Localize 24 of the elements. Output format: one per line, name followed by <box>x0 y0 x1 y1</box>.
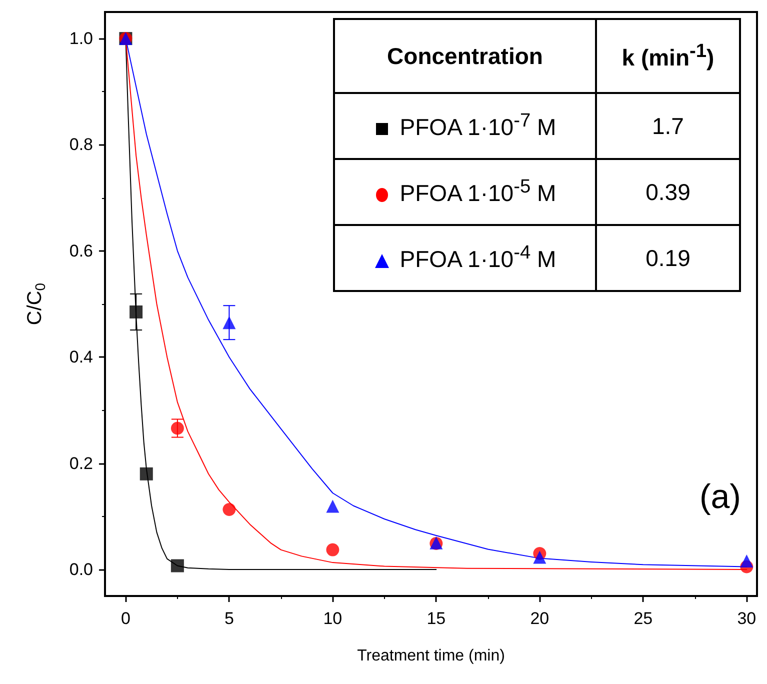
x-tick-label: 5 <box>224 609 234 628</box>
annotation: (a) <box>699 478 741 517</box>
annotation: 1.7 <box>596 93 740 159</box>
y-tick-label: 0.0 <box>69 560 93 579</box>
x-tick-label: 20 <box>530 609 550 628</box>
y-axis-title: C/C0 <box>24 282 48 326</box>
x-tick-label: 10 <box>323 609 342 628</box>
y-tick-label: 0.8 <box>69 135 93 154</box>
x-tick-label: 15 <box>426 609 446 628</box>
x-tick-label: 0 <box>120 609 130 628</box>
annotation: 0.39 <box>596 159 740 225</box>
y-tick-label: 1.0 <box>69 29 93 48</box>
legend-label: PFOA 1·10$^{-7}$ M <box>400 110 556 140</box>
legend-label: PFOA 1·10$^{-4}$ M <box>400 242 556 272</box>
legend-title: Concentration <box>334 19 596 93</box>
y-tick-label: 0.2 <box>69 454 93 473</box>
x-tick-label: 25 <box>634 609 653 628</box>
x-axis-title: Treatment time (min) <box>357 648 505 664</box>
y-tick-label: 0.4 <box>69 348 93 367</box>
legend-label: PFOA 1·10$^{-5}$ M <box>400 176 556 206</box>
y-tick-label: 0.6 <box>69 241 93 260</box>
annotation: k (min$^{-1}$) <box>596 19 740 93</box>
x-tick-label: 30 <box>737 609 756 628</box>
annotation: 0.19 <box>596 225 740 291</box>
